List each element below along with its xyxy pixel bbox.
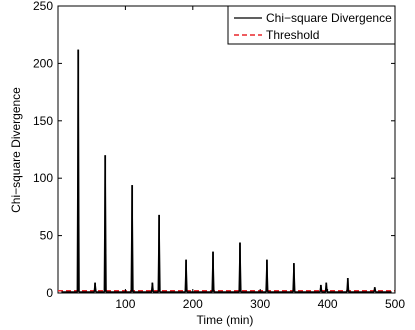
- legend-entry-chi-square: Chi−square Divergence: [266, 11, 392, 25]
- y-tick-label: 100: [33, 171, 53, 185]
- legend: Chi−square Divergence Threshold: [227, 5, 396, 45]
- y-axis-label: Chi−square Divergence: [9, 87, 23, 213]
- legend-entry-threshold: Threshold: [266, 28, 319, 42]
- plot-area: [57, 5, 396, 294]
- y-tick-label: 0: [46, 286, 53, 300]
- y-tick-label: 50: [40, 229, 54, 243]
- x-tick-label: 100: [115, 297, 135, 311]
- series-layer: [58, 49, 395, 293]
- x-tick-label: 200: [183, 297, 203, 311]
- x-tick-label: 300: [250, 297, 270, 311]
- y-tick-label: 150: [33, 114, 53, 128]
- y-tick-label: 250: [33, 0, 53, 13]
- x-tick-label: 500: [385, 297, 405, 311]
- y-tick-label: 200: [33, 56, 53, 70]
- x-axis-ticks: 100 200 300 400 500: [115, 6, 405, 311]
- y-axis-ticks: 0 50 100 150 200 250: [33, 0, 395, 300]
- x-axis-label: Time (min): [197, 313, 254, 327]
- x-tick-label: 400: [318, 297, 338, 311]
- legend-box: [227, 5, 396, 45]
